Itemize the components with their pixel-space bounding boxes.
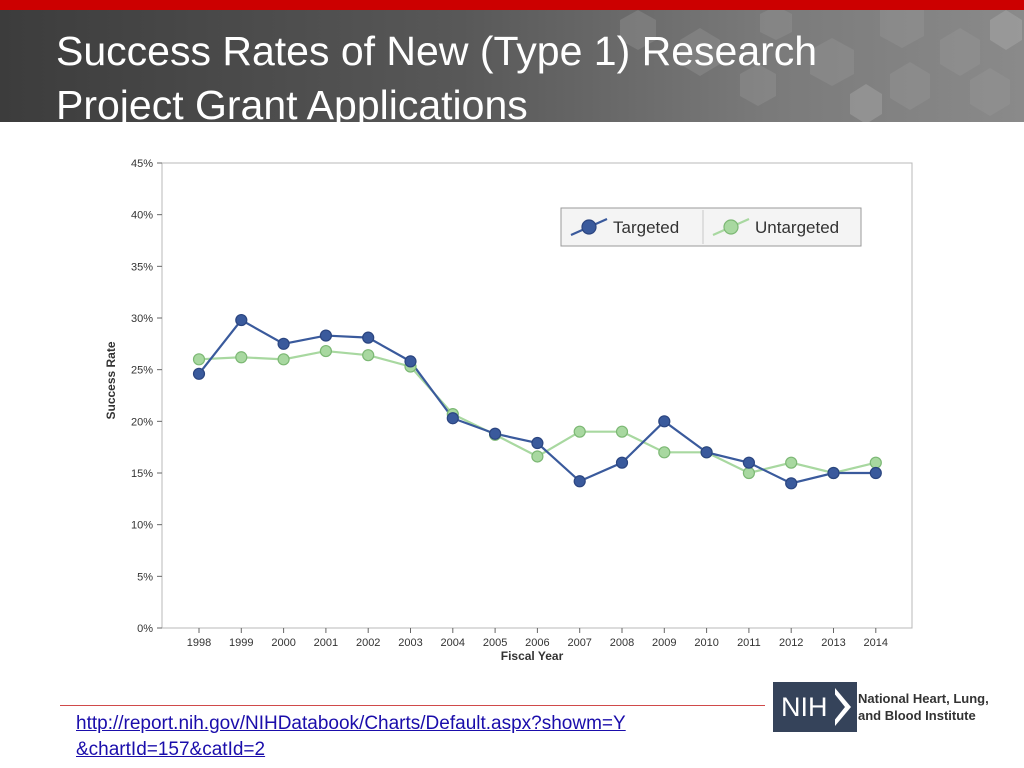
y-tick-label: 35% [131,261,153,273]
data-point-targeted [615,456,629,469]
x-tick-label: 2008 [610,637,634,649]
x-tick-label: 2004 [441,637,465,649]
x-tick-label: 2010 [694,637,718,649]
x-tick-label: 2005 [483,637,507,649]
data-point-targeted [192,367,206,380]
data-point-untargeted [319,344,332,358]
chevron-icon-inner [833,692,845,722]
y-tick-label: 0% [137,623,153,635]
y-tick-label: 15% [131,468,153,480]
legend-marker-targeted [581,219,597,235]
legend-label-untargeted: Untargeted [755,218,839,237]
x-tick-label: 2000 [271,637,295,649]
slide-title-line-1: Success Rates of New (Type 1) Research [56,28,818,74]
footer-divider [60,705,765,706]
data-point-untargeted [277,353,290,366]
y-tick-label: 10% [131,520,153,532]
legend-marker-untargeted [723,219,739,235]
data-point-targeted [531,436,544,450]
data-point-targeted [869,466,882,480]
x-tick-label: 2013 [821,637,845,649]
source-url-line-2[interactable]: &chartId=157&catId=2 [76,739,266,760]
x-tick-label: 1999 [229,637,253,649]
data-point-untargeted [742,466,756,480]
data-point-targeted [573,475,586,488]
data-point-untargeted [531,450,544,463]
nhlbi-logo: NIH National Heart, Lung, and Blood Inst… [773,682,1013,734]
data-point-targeted [489,427,502,440]
slide-title: Success Rates of New (Type 1) Research P… [56,24,817,122]
hexagon-pattern-decoration [620,10,1022,122]
legend-box [560,207,862,247]
data-point-untargeted [869,456,882,469]
data-point-targeted [362,331,375,344]
x-axis-title: Fiscal Year [501,649,564,663]
data-point-untargeted [658,446,671,459]
y-tick-label: 20% [131,416,153,428]
y-axis-title: Success Rate [104,341,118,419]
data-point-targeted [446,412,459,425]
y-tick-label: 45% [131,158,153,170]
nih-logo-text: NIH [781,692,828,722]
y-tick-label: 30% [131,313,153,325]
y-tick-label: 40% [131,210,153,222]
slide-header: Success Rates of New (Type 1) Research P… [0,10,1024,122]
slide-title-line-2: Project Grant Applications [56,82,528,122]
x-tick-label: 2009 [652,637,676,649]
data-point-targeted [319,329,332,342]
line-chart-svg: 0% 5% 10% 15% 20% 25% 30% 35% 40% 45% 1998 1999 2000… [104,158,913,663]
x-tick-label: 1998 [187,637,211,649]
x-tick-label: 2006 [525,637,549,649]
x-tick-label: 2001 [314,637,338,649]
title-bar-accent [0,0,1024,10]
y-tick-label: 25% [131,365,153,377]
institute-name-line-2: and Blood Institute [858,708,976,723]
institute-name: National Heart, Lung, and Blood Institut… [858,690,989,724]
data-point-targeted [404,355,417,368]
institute-name-line-1: National Heart, Lung, [858,691,989,706]
data-point-untargeted [573,425,586,438]
x-tick-label: 2003 [398,637,422,649]
data-point-targeted [827,466,840,480]
data-point-targeted [277,337,290,350]
data-point-untargeted [192,353,206,366]
data-point-untargeted [615,425,629,438]
data-point-targeted [235,313,248,327]
legend-label-targeted: Targeted [613,218,679,237]
x-tick-label: 2012 [779,637,803,649]
x-tick-label: 2002 [356,637,380,649]
x-tick-label: 2011 [737,637,761,649]
success-rate-chart: 0% 5% 10% 15% 20% 25% 30% 35% 40% 45% 1998 1999 2000… [95,150,925,670]
source-url-line-1[interactable]: http://report.nih.gov/NIHDatabook/Charts… [76,713,626,734]
source-url-link[interactable]: http://report.nih.gov/NIHDatabook/Charts… [76,711,766,763]
x-tick-label: 2007 [567,637,591,649]
data-point-untargeted [362,349,375,362]
data-point-targeted [700,446,713,459]
data-point-untargeted [785,456,798,469]
nih-logo-mark: NIH [773,682,857,732]
data-point-targeted [742,456,756,469]
data-point-untargeted [235,351,248,364]
x-tick-label: 2014 [864,637,888,649]
data-point-targeted [658,415,671,428]
data-point-targeted [785,477,798,490]
y-tick-label: 5% [137,571,153,583]
